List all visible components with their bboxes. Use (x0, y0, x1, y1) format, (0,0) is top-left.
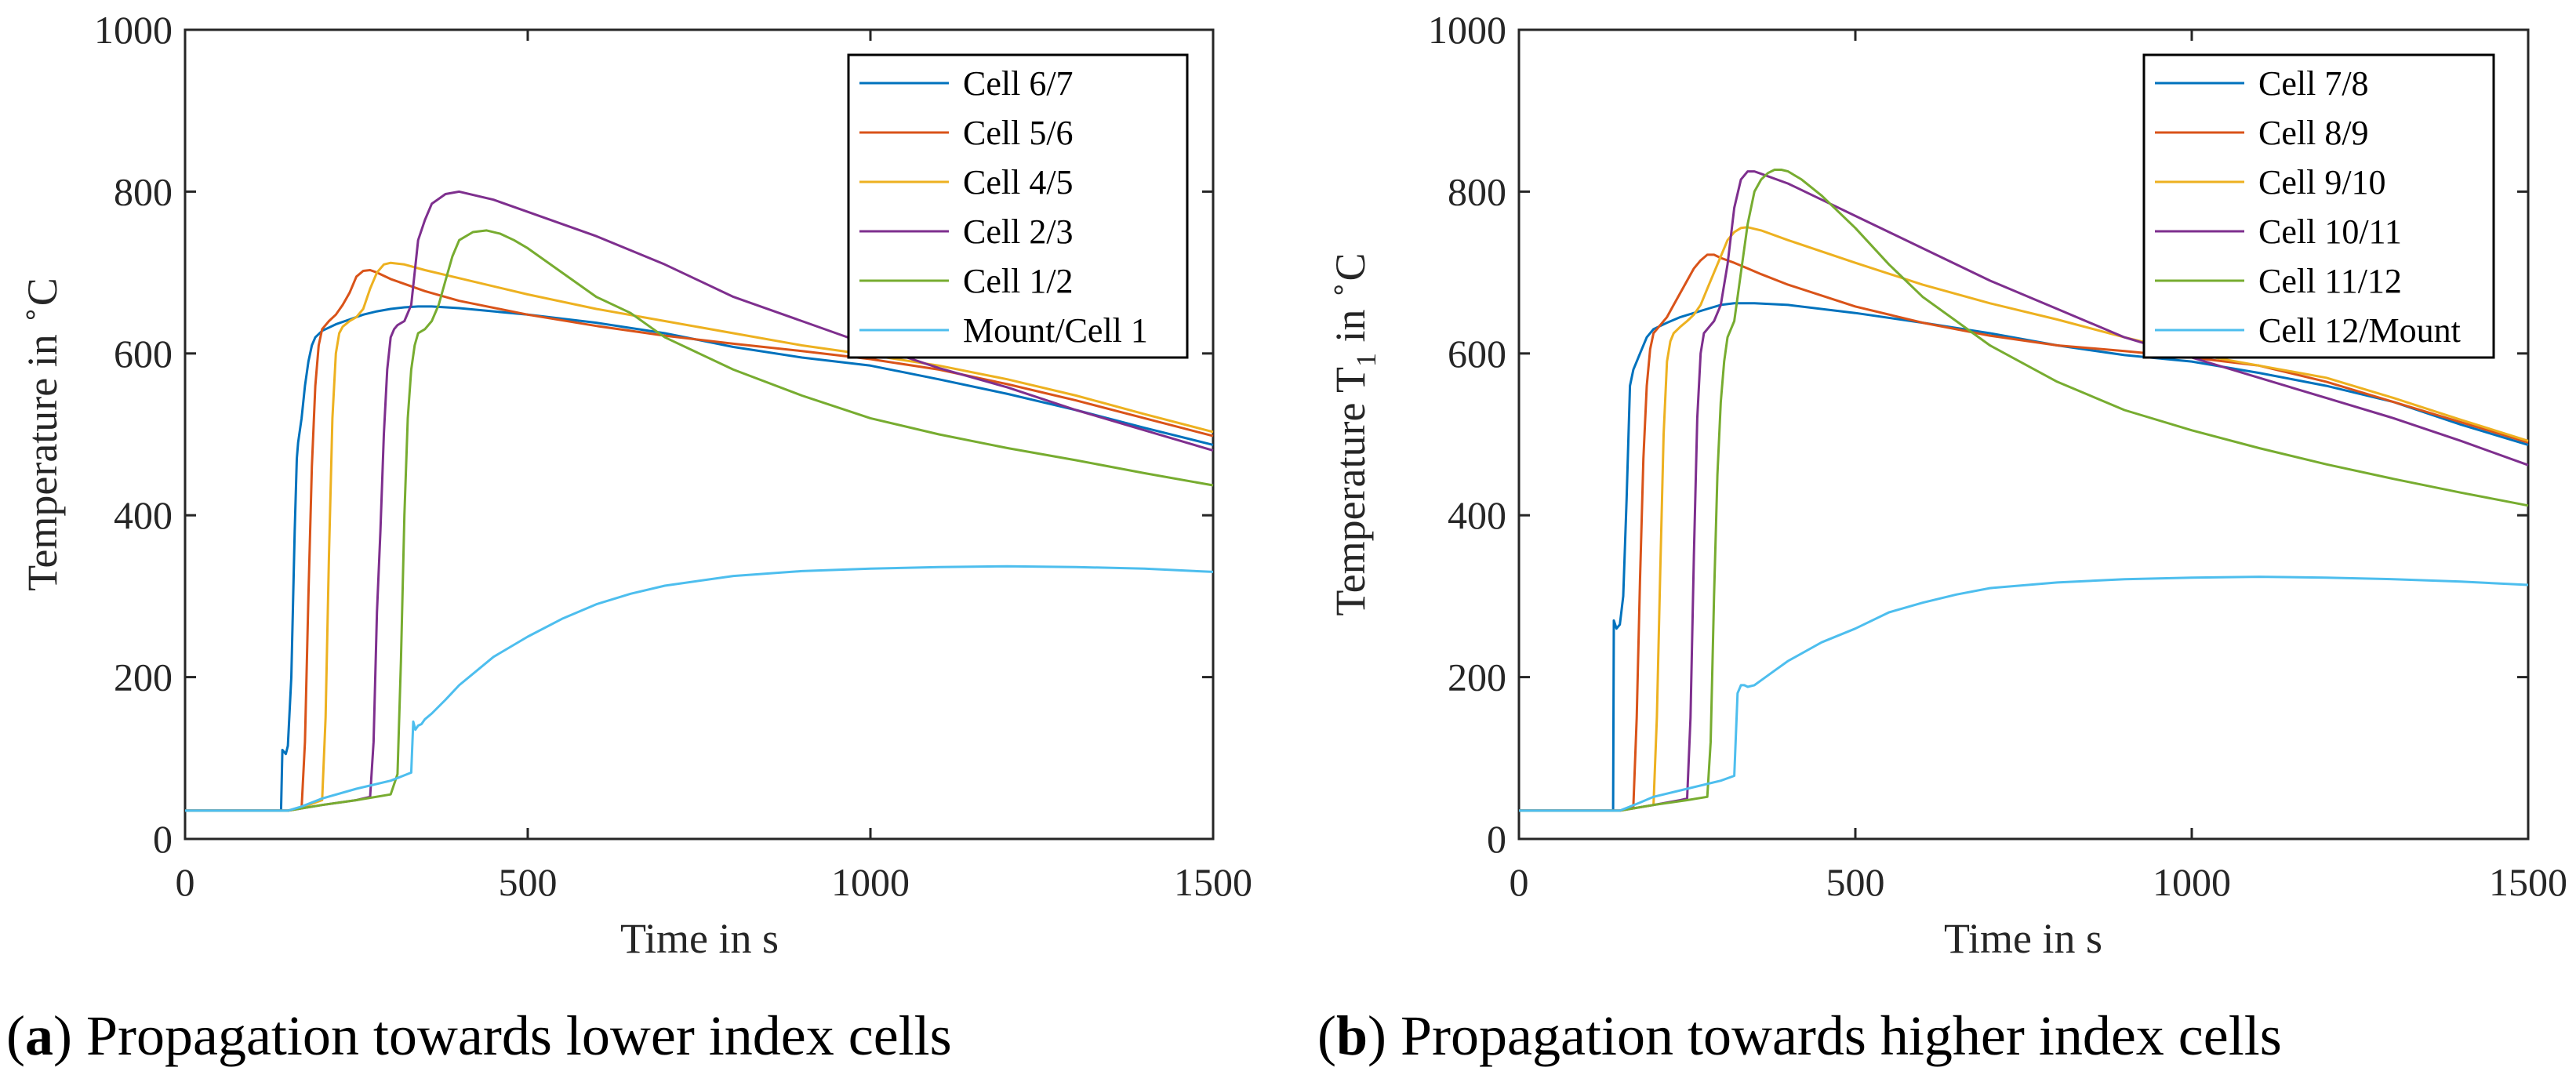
x-tick-label: 1000 (831, 860, 910, 904)
x-tick-label: 1000 (2153, 860, 2231, 904)
ticks-layer-b: 0 500 1000 1500 0 200 400 600 800 1000 (1428, 8, 2567, 904)
y-tick-label: 1000 (94, 8, 173, 52)
caption-b: (b) Propagation towards higher index cel… (1317, 1004, 2282, 1067)
legend-label-b-1: Cell 7/8 (2258, 64, 2369, 103)
legend-a: Cell 6/7 Cell 5/6 Cell 4/5 Cell 2/3 Cell 1/2… (847, 53, 1189, 359)
series-layer-a (185, 190, 1214, 812)
caption-text-b: Propagation towards higher index cells (1401, 1004, 2282, 1067)
y-tick-label: 0 (1487, 817, 1506, 861)
caption-letter-a: a (24, 1004, 53, 1067)
legend-label-b-5: Cell 11/12 (2258, 262, 2402, 300)
x-tick-label: 0 (1510, 860, 1529, 904)
y-tick-label: 200 (114, 655, 173, 699)
y-axis-label-a: Temperature in ∘C (14, 278, 66, 591)
y-tick-label: 1000 (1428, 8, 1506, 52)
y-tick-label: 400 (114, 493, 173, 537)
legend-label-a-2: Cell 5/6 (963, 114, 1074, 152)
y-axis-label-b: Temperature T1 in ∘C (1322, 252, 1382, 615)
x-tick-label: 500 (499, 860, 558, 904)
legend-box-a (847, 53, 1189, 359)
y-tick-label: 800 (114, 169, 173, 213)
caption-letter-b: b (1335, 1004, 1368, 1067)
x-tick-label: 1500 (1174, 860, 1252, 904)
x-tick-label: 0 (176, 860, 195, 904)
legend-label-a-4: Cell 2/3 (963, 212, 1074, 251)
legend-label-a-5: Cell 1/2 (963, 262, 1074, 300)
legend-label-a-1: Cell 6/7 (963, 64, 1074, 103)
y-tick-label: 200 (1448, 655, 1506, 699)
series-line-a-2 (185, 269, 1214, 812)
x-tick-label: 500 (1826, 860, 1885, 904)
legend-box-b (2142, 53, 2495, 359)
legend-label-b-6: Cell 12/Mount (2258, 311, 2461, 350)
x-axis-label-b: Time in s (1944, 915, 2102, 962)
series-line-b-6 (1519, 575, 2529, 812)
series-line-a-5 (185, 229, 1214, 812)
series-line-b-1 (1519, 302, 2529, 812)
legend-label-b-3: Cell 9/10 (2258, 163, 2386, 202)
x-tick-label: 1500 (2489, 860, 2567, 904)
series-line-a-6 (185, 565, 1214, 812)
y-tick-label: 800 (1448, 169, 1506, 213)
legend-label-b-4: Cell 10/11 (2258, 212, 2402, 251)
ticks-layer-a: 0 500 1000 1500 0 200 400 600 800 1000 (94, 8, 1252, 904)
legend-label-a-6: Mount/Cell 1 (963, 311, 1148, 350)
y-tick-label: 600 (1448, 332, 1506, 376)
x-axis-label-a: Time in s (620, 915, 779, 962)
legend-label-b-2: Cell 8/9 (2258, 114, 2369, 152)
y-tick-label: 0 (153, 817, 173, 861)
legend-b: Cell 7/8 Cell 8/9 Cell 9/10 Cell 10/11 Cell … (2142, 53, 2495, 359)
legend-label-a-3: Cell 4/5 (963, 163, 1074, 202)
caption-text-a: Propagation towards lower index cells (85, 1004, 952, 1067)
caption-a: (a) Propagation towards lower index cell… (6, 1004, 952, 1067)
y-tick-label: 400 (1448, 493, 1506, 537)
y-tick-label: 600 (114, 332, 173, 376)
series-line-b-5 (1519, 169, 2529, 812)
